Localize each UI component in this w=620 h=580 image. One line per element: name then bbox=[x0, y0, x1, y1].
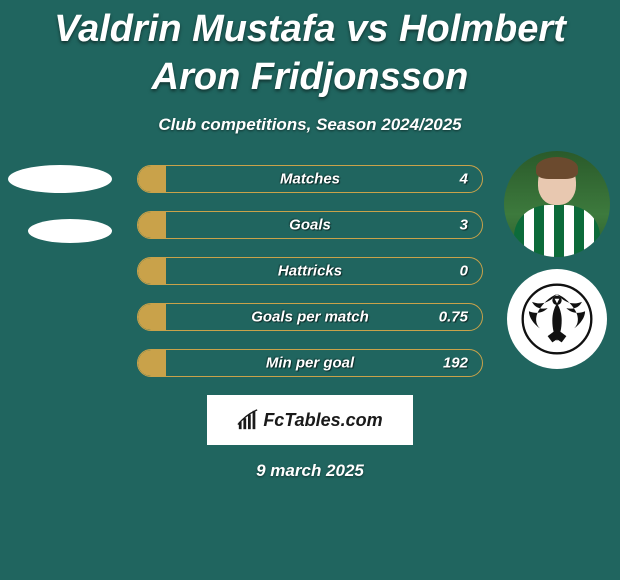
logo-text: FcTables.com bbox=[263, 410, 382, 431]
stat-label: Min per goal bbox=[266, 355, 354, 372]
bar-chart-icon bbox=[237, 409, 259, 431]
stat-row-goals-per-match: Goals per match 0.75 bbox=[137, 303, 483, 331]
left-placeholder-ovals bbox=[8, 165, 112, 269]
comparison-card: Valdrin Mustafa vs Holmbert Aron Fridjon… bbox=[0, 0, 620, 580]
stat-row-goals: Goals 3 bbox=[137, 211, 483, 239]
stat-fill bbox=[138, 304, 166, 330]
right-avatars bbox=[504, 151, 610, 369]
avatar-jersey bbox=[514, 205, 600, 257]
stat-fill bbox=[138, 350, 166, 376]
stat-row-matches: Matches 4 bbox=[137, 165, 483, 193]
stat-row-min-per-goal: Min per goal 192 bbox=[137, 349, 483, 377]
stat-fill bbox=[138, 258, 166, 284]
stat-fill bbox=[138, 166, 166, 192]
stat-value: 0 bbox=[460, 263, 468, 280]
club-avatar bbox=[507, 269, 607, 369]
stat-row-hattricks: Hattricks 0 bbox=[137, 257, 483, 285]
stat-fill bbox=[138, 212, 166, 238]
stat-value: 192 bbox=[443, 355, 468, 372]
site-logo[interactable]: FcTables.com bbox=[207, 395, 413, 445]
placeholder-oval bbox=[8, 165, 112, 193]
avatar-hair bbox=[536, 157, 578, 179]
player-avatar bbox=[504, 151, 610, 257]
placeholder-oval bbox=[28, 219, 112, 243]
main-area: Matches 4 Goals 3 Hattricks 0 Goals per … bbox=[0, 165, 620, 377]
stat-value: 3 bbox=[460, 217, 468, 234]
stat-label: Goals bbox=[289, 217, 331, 234]
stat-label: Hattricks bbox=[278, 263, 342, 280]
eagle-icon bbox=[518, 280, 596, 358]
stat-label: Goals per match bbox=[251, 309, 369, 326]
stat-value: 0.75 bbox=[439, 309, 468, 326]
stat-value: 4 bbox=[460, 171, 468, 188]
page-title: Valdrin Mustafa vs Holmbert Aron Fridjon… bbox=[0, 0, 620, 101]
subtitle: Club competitions, Season 2024/2025 bbox=[0, 115, 620, 135]
date-label: 9 march 2025 bbox=[0, 461, 620, 481]
stats-bars: Matches 4 Goals 3 Hattricks 0 Goals per … bbox=[137, 165, 483, 377]
stat-label: Matches bbox=[280, 171, 340, 188]
